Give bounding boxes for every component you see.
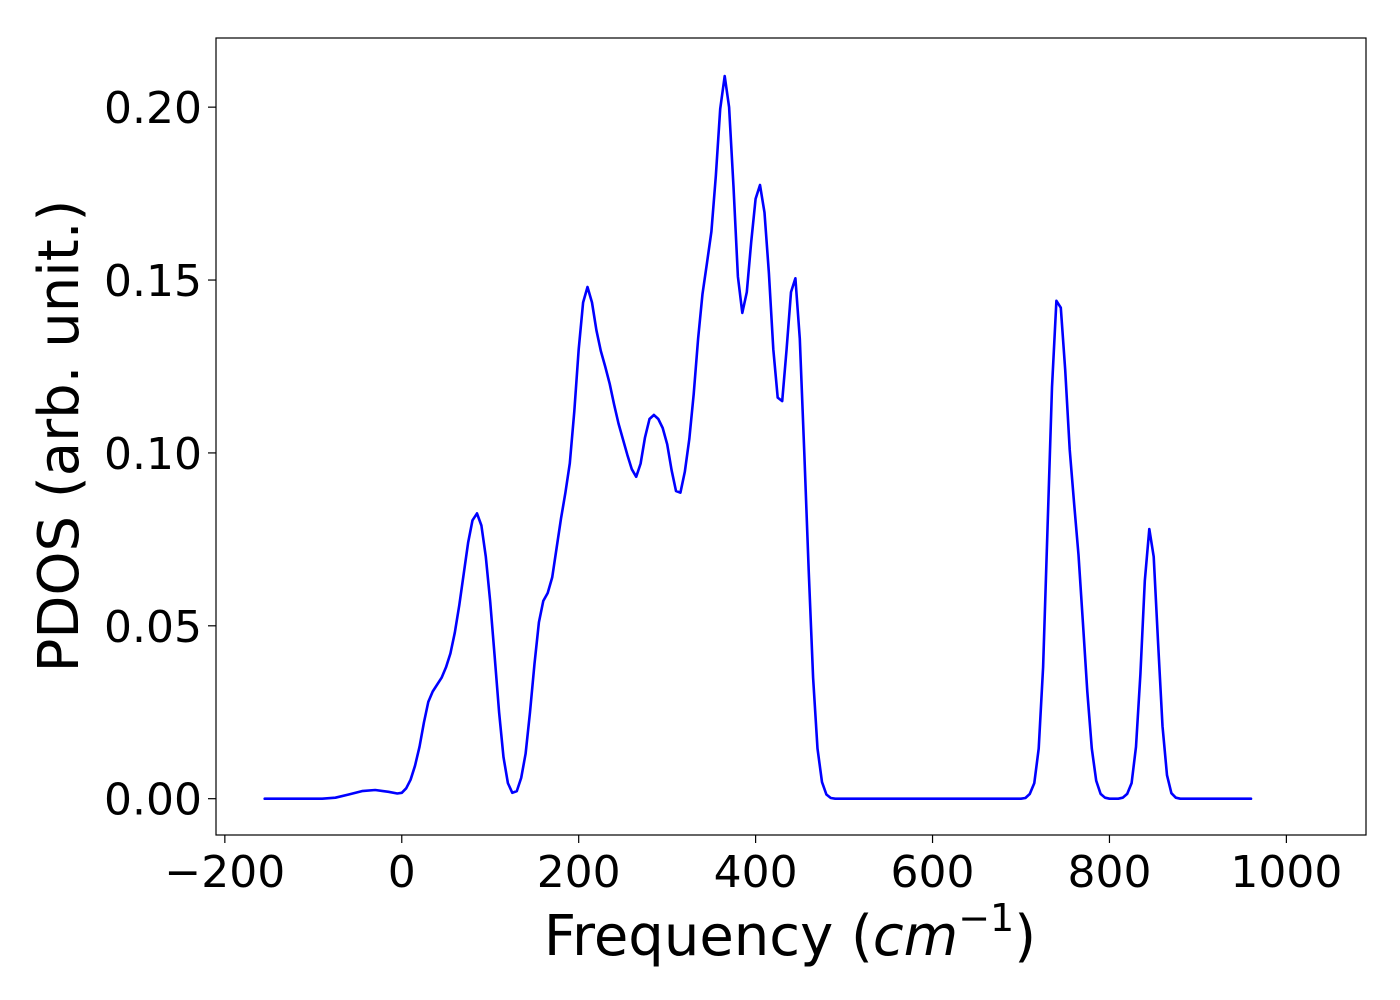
x-tick-label: 800: [1067, 847, 1151, 898]
x-tick-label: 200: [537, 847, 621, 898]
x-tick-label: 600: [891, 847, 975, 898]
x-tick-label: −200: [164, 847, 285, 898]
x-tick-label: 400: [714, 847, 798, 898]
x-axis-ticks: −200 0 200 400 600 800 1000: [164, 835, 1342, 898]
y-axis-label: PDOS (arb. unit.): [27, 200, 92, 673]
y-tick-label: 0.15: [104, 256, 202, 307]
y-axis-ticks: 0.00 0.05 0.10 0.15 0.20: [104, 83, 216, 826]
x-tick-label: 1000: [1230, 847, 1342, 898]
x-axis-label: Frequency (cm−1): [544, 896, 1036, 969]
plot-frame: [215, 37, 1367, 836]
y-tick-label: 0.10: [104, 429, 202, 480]
x-tick-label: 0: [388, 847, 416, 898]
y-tick-label: 0.20: [104, 83, 202, 134]
y-tick-label: 0.05: [104, 602, 202, 653]
pdos-series-line: [263, 74, 1253, 800]
y-tick-label: 0.00: [104, 775, 202, 826]
